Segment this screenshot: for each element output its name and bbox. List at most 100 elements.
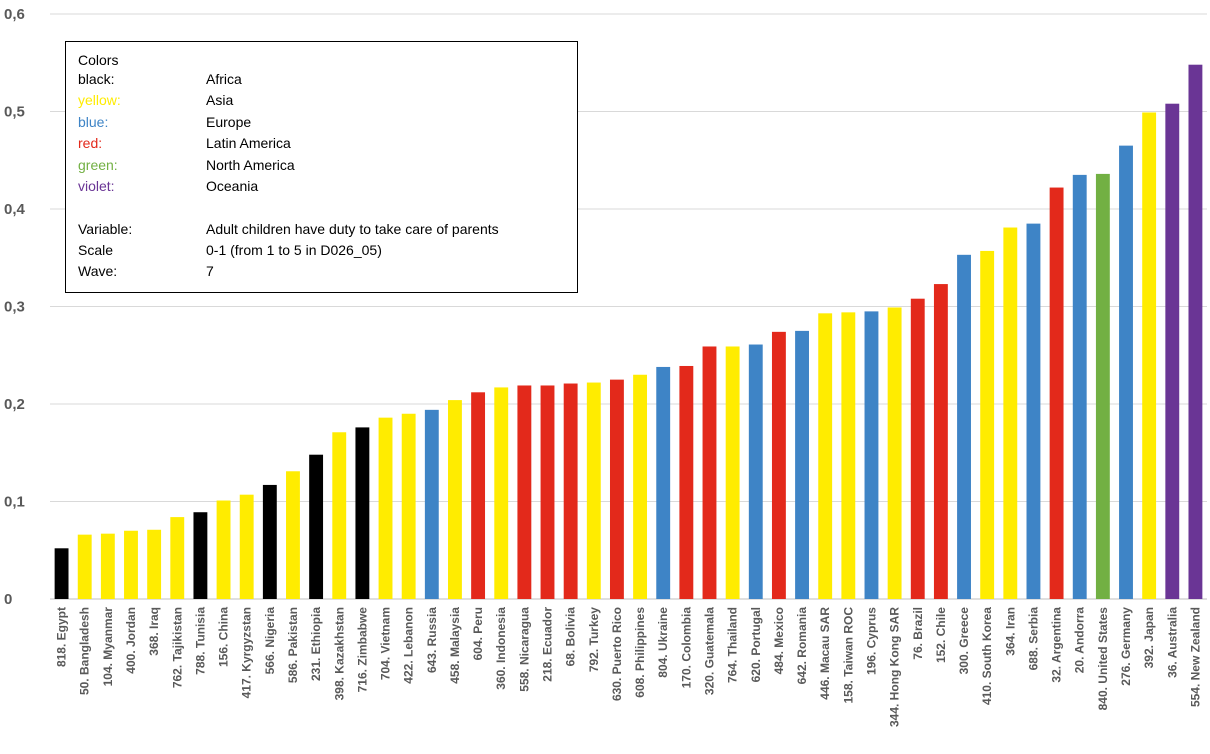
legend-row-europe: blue: Europe (78, 113, 568, 131)
legend-region: Europe (206, 114, 252, 130)
x-tick-label: 716. Zimbabwe (355, 607, 369, 693)
x-tick-label: 344. Hong Kong SAR (888, 607, 902, 727)
bar (1188, 64, 1203, 599)
x-tick-label: 704. Vietnam (379, 607, 393, 680)
y-tick-label: 0,1 (4, 494, 25, 511)
bar (262, 484, 277, 599)
x-tick-label: 554. New Zealand (1188, 607, 1202, 707)
y-tick-label: 0,5 (4, 104, 25, 121)
bar (795, 330, 809, 600)
bar (818, 313, 833, 599)
legend-variable-row: Variable: Adult children have duty to ta… (78, 220, 568, 238)
bar (864, 311, 879, 600)
bar (609, 379, 624, 600)
bar (563, 383, 578, 599)
y-axis: 0 0,1 0,2 0,3 0,4 0,5 0,6 (4, 6, 26, 608)
bar (471, 392, 486, 599)
legend-region: Oceania (206, 178, 259, 194)
legend-title: Colors (78, 52, 119, 68)
x-tick-label: 368. Iraq (147, 607, 161, 656)
x-tick-label: 196. Cyprus (864, 607, 878, 675)
legend-row-oceania: violet: Oceania (78, 177, 568, 195)
bar (378, 417, 393, 599)
bar (1119, 145, 1133, 600)
bar (540, 385, 555, 599)
legend-color-key: green: (78, 157, 118, 173)
bar (448, 400, 462, 599)
x-tick-label: 788. Tunisia (193, 607, 207, 675)
x-tick-label: 558. Nicaragua (517, 607, 531, 692)
x-tick-label: 643. Russia (425, 607, 439, 673)
x-tick-label: 360. Indonesia (494, 607, 508, 690)
bar (933, 284, 948, 599)
bar (77, 534, 92, 599)
x-tick-label: 566. Nigeria (263, 607, 277, 675)
bar (679, 365, 694, 599)
legend-info-value: 7 (206, 263, 214, 279)
x-tick-label: 156. China (217, 607, 231, 667)
x-tick-label: 158. Taiwan ROC (841, 607, 855, 704)
bar (1026, 223, 1041, 599)
legend-row-asia: yellow: Asia (78, 91, 568, 109)
y-tick-label: 0,4 (4, 201, 26, 218)
bar (957, 254, 971, 599)
bar (887, 307, 902, 599)
bar (517, 385, 532, 599)
x-tick-label: 392. Japan (1142, 607, 1156, 668)
legend-region: Africa (206, 71, 242, 87)
x-tick-label: 104. Myanmar (101, 607, 115, 687)
x-tick-label: 218. Ecuador (541, 607, 555, 682)
legend-color-key: violet: (78, 178, 115, 194)
bar (147, 529, 162, 599)
x-tick-label: 76. Brazil (911, 607, 925, 660)
x-tick-label: 446. Macau SAR (818, 607, 832, 700)
x-tick-label: 620. Portugal (749, 607, 763, 682)
legend-scale-row: Scale 0-1 (from 1 to 5 in D026_05) (78, 241, 568, 259)
x-tick-label: 50. Bangladesh (78, 607, 92, 695)
x-tick-label: 608. Philippines (633, 607, 647, 698)
legend-wave-row: Wave: 7 (78, 262, 568, 280)
x-tick-label: 300. Greece (957, 607, 971, 675)
bar (309, 454, 324, 599)
x-tick-label: 586. Pakistan (286, 607, 300, 683)
x-tick-label: 170. Colombia (679, 607, 693, 689)
bar (656, 366, 671, 599)
bar (286, 471, 300, 599)
x-tick-label: 20. Andorra (1073, 607, 1087, 674)
x-tick-label: 604. Peru (471, 607, 485, 660)
x-tick-label: 688. Serbia (1026, 607, 1040, 671)
bar (1165, 103, 1180, 599)
x-tick-label: 68. Bolivia (564, 607, 578, 667)
legend-info-value: 0-1 (from 1 to 5 in D026_05) (206, 242, 382, 258)
bar (424, 409, 439, 599)
legend-region: North America (206, 157, 295, 173)
y-tick-label: 0,3 (4, 299, 25, 316)
legend-region: Latin America (206, 135, 291, 151)
bar (702, 346, 717, 599)
legend-info-value: Adult children have duty to take care of… (206, 221, 499, 237)
x-tick-label: 642. Romania (795, 607, 809, 685)
bar (1003, 227, 1018, 599)
x-tick-label: 762. Tajikistan (170, 607, 184, 688)
x-tick-label: 276. Germany (1119, 607, 1133, 686)
bar (748, 344, 763, 599)
legend-color-key: red: (78, 135, 103, 151)
legend-color-key: yellow: (78, 92, 121, 108)
bar (633, 374, 648, 599)
bar (1095, 173, 1110, 599)
legend-info-key: Variable: (78, 221, 133, 237)
bar (910, 298, 925, 599)
x-axis: 818. Egypt 50. Bangladesh 104. Myanmar 400.… (55, 607, 1203, 727)
x-tick-label: 458. Malaysia (448, 607, 462, 684)
bar (239, 494, 254, 599)
y-tick-label: 0,6 (4, 6, 25, 23)
x-tick-label: 818. Egypt (55, 607, 69, 667)
x-tick-label: 152. Chile (934, 607, 948, 663)
bar (355, 427, 370, 599)
legend-info-key: Wave: (78, 263, 118, 279)
bar (980, 250, 995, 599)
x-tick-label: 398. Kazakhstan (332, 607, 346, 700)
bar (401, 413, 416, 599)
x-tick-label: 417. Kyrgyzstan (240, 607, 254, 698)
